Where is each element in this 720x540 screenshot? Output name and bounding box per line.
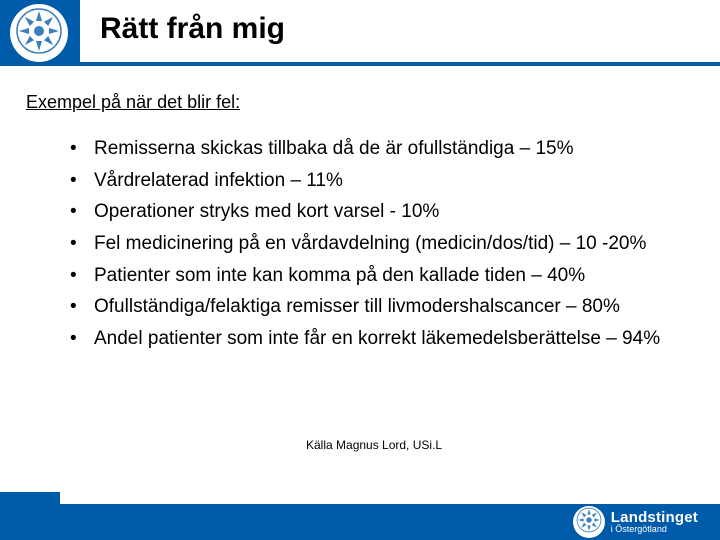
list-item: Patienter som inte kan komma på den kall…	[62, 263, 672, 289]
header-underline	[80, 62, 720, 66]
snowflake-icon	[576, 507, 602, 538]
footer-logo	[573, 506, 605, 538]
list-item: Remisserna skickas tillbaka då de är ofu…	[62, 136, 672, 162]
footer-brand-text: Landstinget i Östergötland	[611, 510, 698, 534]
list-item: Fel medicinering på en vårdavdelning (me…	[62, 231, 672, 257]
subheading: Exempel på när det blir fel:	[26, 92, 240, 113]
footer-brand-line1: Landstinget	[611, 510, 698, 525]
source-note: Källa Magnus Lord, USi.L	[306, 438, 442, 452]
body-content: Remisserna skickas tillbaka då de är ofu…	[62, 136, 672, 357]
footer-bar: Landstinget i Östergötland	[0, 504, 720, 540]
page-title: Rätt från mig	[100, 12, 285, 46]
list-item: Ofullständiga/felaktiga remisser till li…	[62, 294, 672, 320]
bullet-list: Remisserna skickas tillbaka då de är ofu…	[62, 136, 672, 351]
list-item: Operationer stryks med kort varsel - 10%	[62, 199, 672, 225]
list-item: Vårdrelaterad infektion – 11%	[62, 168, 672, 194]
snowflake-icon	[15, 7, 63, 60]
footer-logo-group: Landstinget i Östergötland	[573, 506, 698, 538]
header-logo	[10, 4, 68, 62]
footer-brand-line2: i Östergötland	[611, 525, 698, 534]
slide: Rätt från mig Exempel på när det blir fe…	[0, 0, 720, 540]
list-item: Andel patienter som inte får en korrekt …	[62, 326, 672, 352]
header-bar: Rätt från mig	[0, 0, 720, 66]
